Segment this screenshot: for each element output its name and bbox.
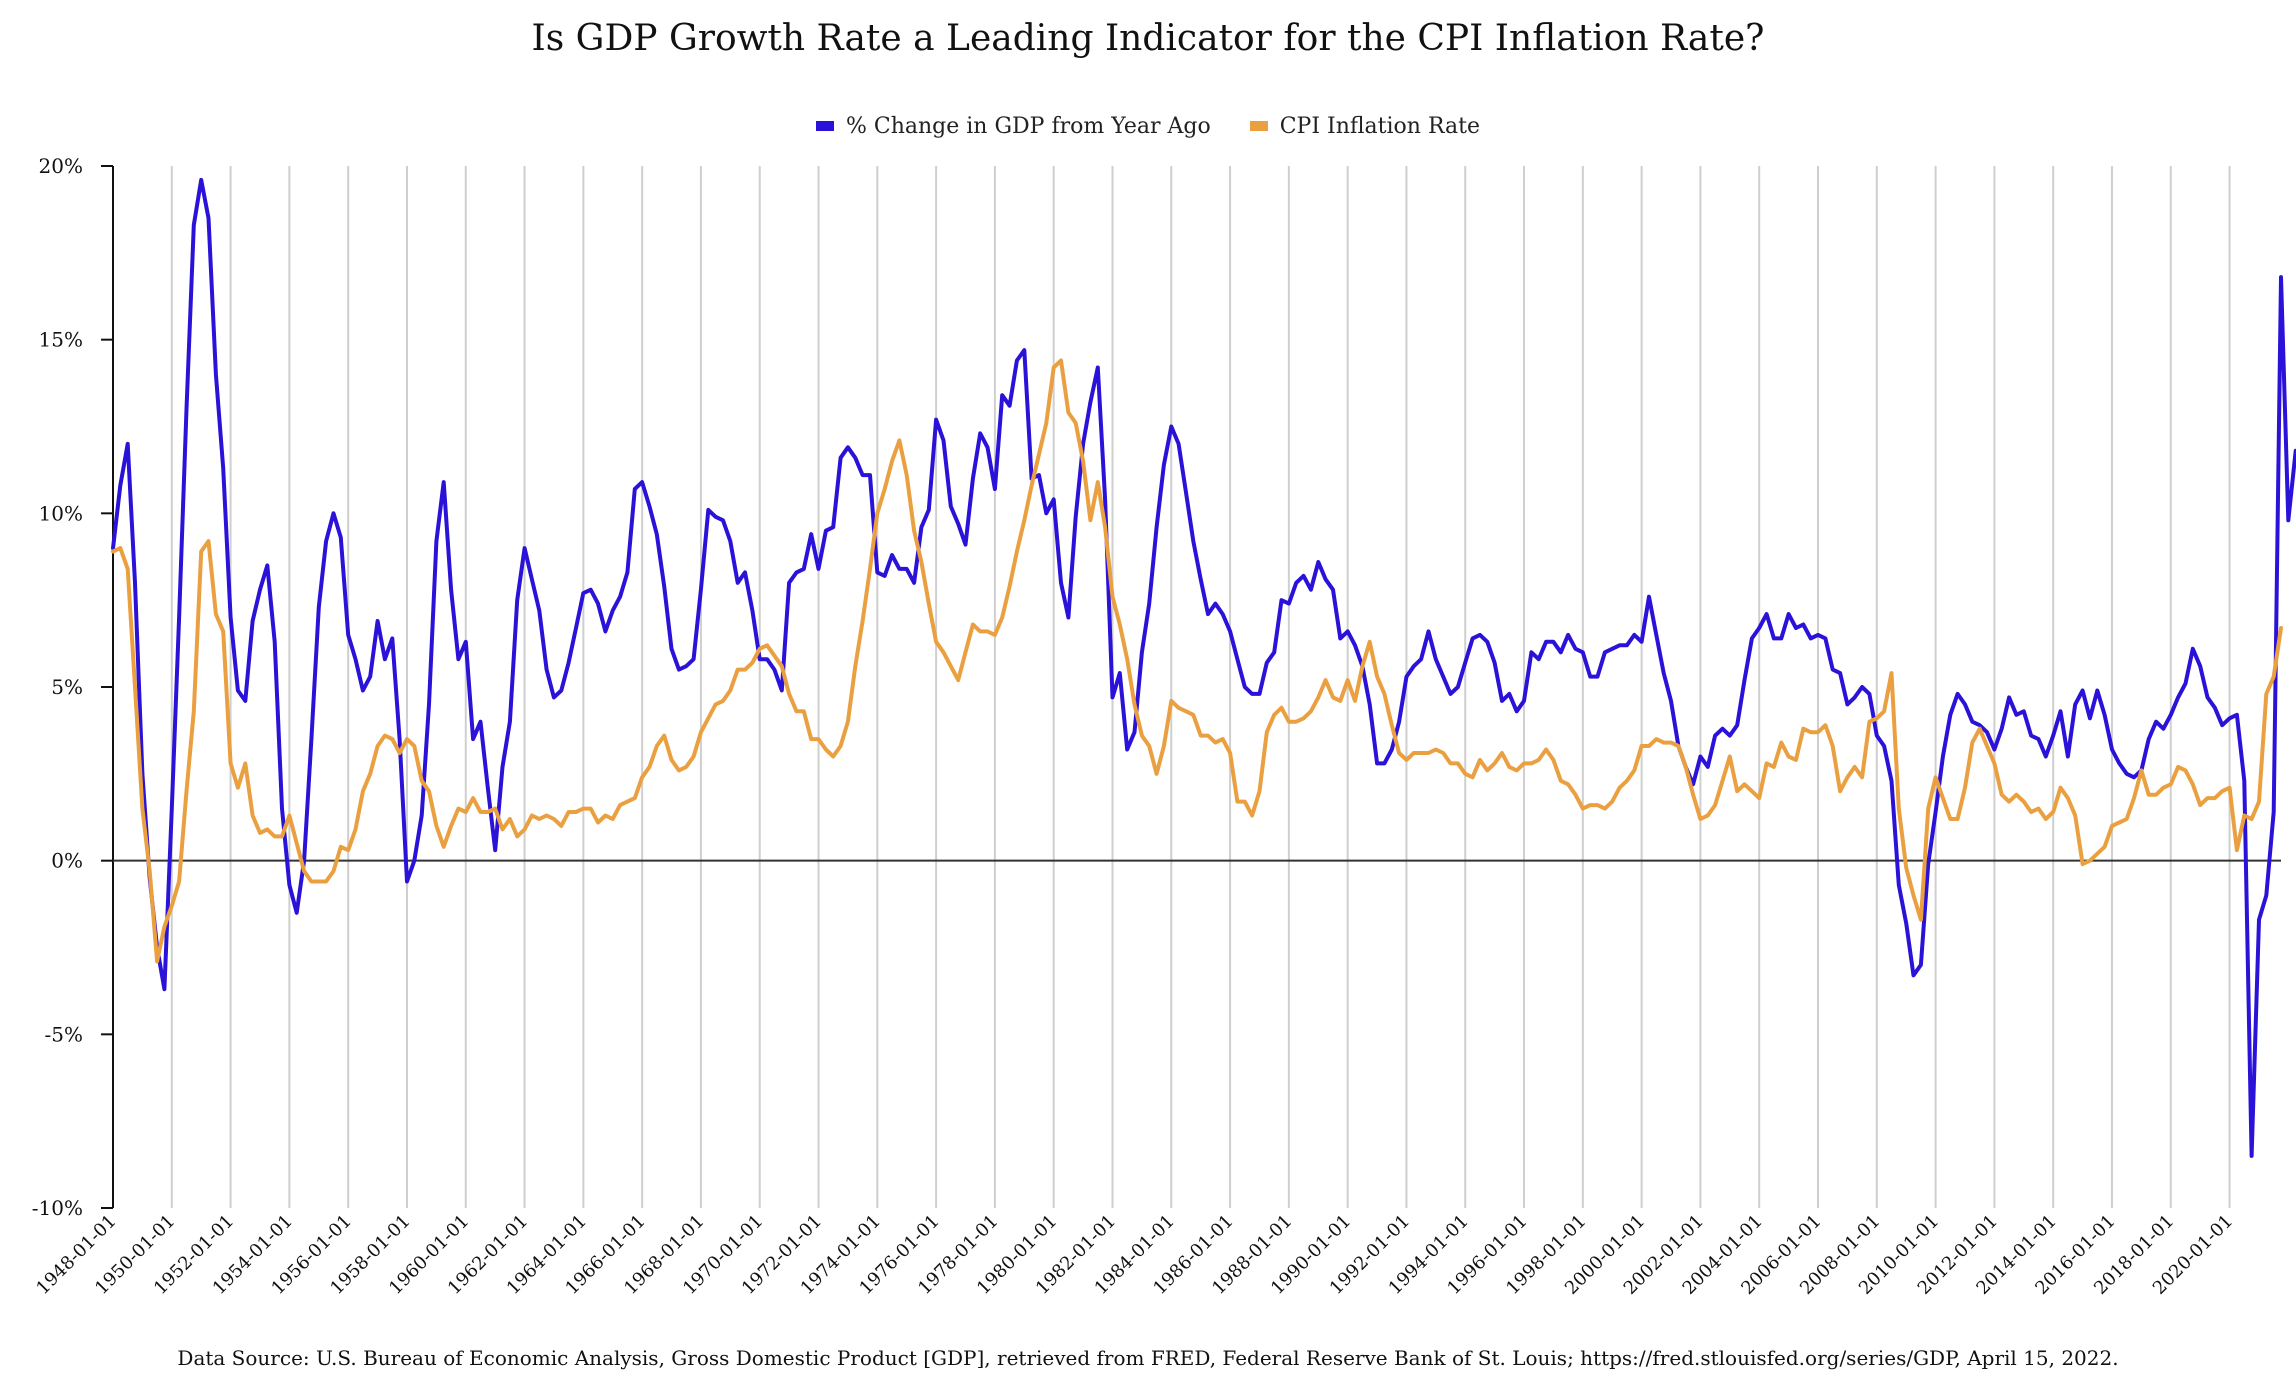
y-tick-label: -10% xyxy=(32,1196,83,1220)
chart-title: Is GDP Growth Rate a Leading Indicator f… xyxy=(531,18,1765,59)
x-tick-labels: 1948-01-011950-01-011952-01-011954-01-01… xyxy=(32,1211,2237,1299)
y-tick-label: 20% xyxy=(39,154,83,178)
y-tick-label: 0% xyxy=(51,849,83,873)
grid xyxy=(112,166,2231,1208)
chart-source-note: Data Source: U.S. Bureau of Economic Ana… xyxy=(177,1346,2119,1370)
axes xyxy=(101,165,2281,1209)
legend-item-gdp[interactable]: % Change in GDP from Year Ago xyxy=(815,113,1211,139)
legend-swatch-gdp xyxy=(815,121,834,131)
y-tick-labels: -10% -5% 0% 5% 10% 15% 20% xyxy=(32,154,83,1220)
legend-label-cpi: CPI Inflation Rate xyxy=(1279,113,1481,139)
legend-swatch-cpi xyxy=(1249,121,1268,131)
legend-item-cpi[interactable]: CPI Inflation Rate xyxy=(1249,113,1481,139)
y-tick-label: 15% xyxy=(39,328,83,352)
y-tick-label: -5% xyxy=(45,1022,84,1046)
y-tick-label: 5% xyxy=(51,675,83,699)
series-line-gdp xyxy=(111,177,2296,1158)
legend: % Change in GDP from Year Ago CPI Inflat… xyxy=(0,112,2296,139)
legend-label-gdp: % Change in GDP from Year Ago xyxy=(845,113,1211,139)
series-layer xyxy=(111,177,2296,1158)
series-line-cpi xyxy=(111,358,2283,964)
y-tick-label: 10% xyxy=(39,501,83,525)
